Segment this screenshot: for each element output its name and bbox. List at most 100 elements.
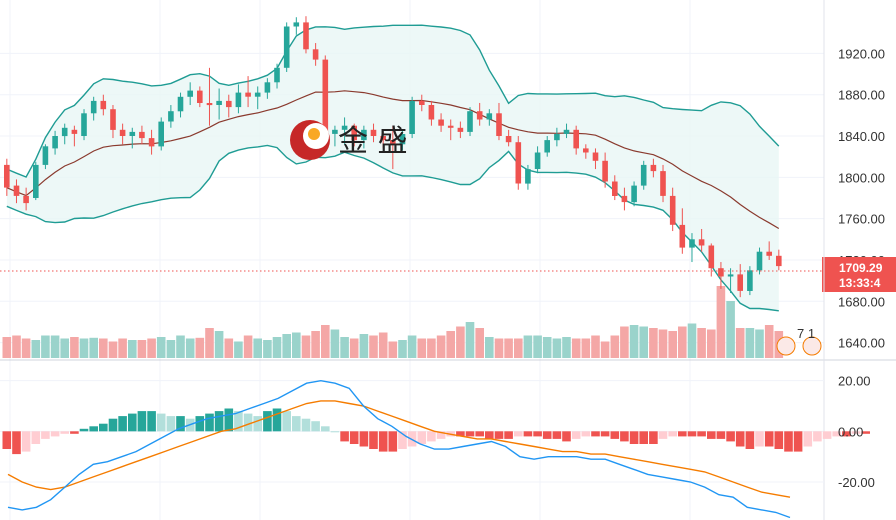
volume-bar <box>166 340 176 358</box>
macd-histogram-bar <box>224 408 234 432</box>
macd-histogram-bar <box>359 431 369 447</box>
volume-bar <box>735 328 745 358</box>
macd-histogram-bar <box>205 413 214 432</box>
volume-bar <box>436 335 446 358</box>
price-tick-label: 1920.00 <box>838 46 885 61</box>
volume-bar <box>504 338 513 358</box>
macd-histogram-bar <box>301 418 311 432</box>
price-badge: 1709.29 13:33:4 <box>822 257 896 292</box>
volume-bar <box>128 340 137 358</box>
macd-histogram-bar <box>697 431 706 437</box>
volume-bar <box>108 341 118 358</box>
candle-body <box>621 195 628 203</box>
macd-histogram-bar <box>417 431 427 444</box>
price-axis: 1920.001880.001840.001800.001760.001720.… <box>838 46 885 350</box>
bollinger-upper-line <box>6 24 780 178</box>
volume-bar <box>398 340 407 358</box>
macd-histogram-bar <box>678 431 687 437</box>
macd-histogram-bar <box>195 416 205 432</box>
macd-histogram-bar <box>494 431 504 439</box>
macd-histogram-bar <box>137 411 147 432</box>
volume-bar <box>388 341 398 358</box>
macd-histogram-bar <box>649 431 658 444</box>
candle-body <box>216 100 222 105</box>
candle-body <box>71 129 78 134</box>
macd-histogram-bar <box>745 431 755 449</box>
volume-bar <box>552 338 562 358</box>
candle-body <box>399 134 406 145</box>
event-marker[interactable]: 7 1 <box>776 326 822 356</box>
volume-bar <box>253 338 262 358</box>
candle-body <box>312 49 319 60</box>
candle-body <box>245 92 251 97</box>
candle-body <box>612 181 618 196</box>
candle-body <box>332 129 338 134</box>
candle-body <box>293 22 300 27</box>
volume-bar <box>243 335 253 358</box>
brand-logo-dot-icon <box>308 128 320 140</box>
candle-body <box>747 270 753 291</box>
price-tick-label: 1880.00 <box>838 88 885 103</box>
macd-histogram-bar <box>89 426 98 432</box>
macd-histogram-bar <box>591 431 600 437</box>
macd-histogram-bar <box>321 426 330 432</box>
candle-body <box>419 100 425 105</box>
candle-body <box>226 100 232 108</box>
candle-body <box>322 59 329 134</box>
candle-body <box>61 127 68 137</box>
price-tick-label: 1760.00 <box>838 212 885 227</box>
volume-bar <box>89 337 98 359</box>
volume-bar <box>118 338 127 358</box>
candle-body <box>4 164 10 188</box>
volume-bar <box>446 331 455 358</box>
macd-histogram-bar <box>668 431 677 437</box>
macd-histogram-bar <box>514 431 523 437</box>
volume-bar <box>456 326 465 358</box>
candle-body <box>283 26 290 68</box>
candle-body <box>563 129 570 134</box>
volume-bar <box>60 338 69 358</box>
candle-body <box>168 111 174 122</box>
volume-bar <box>678 326 687 358</box>
us-flag-icon-2[interactable] <box>802 336 822 356</box>
volume-bar <box>99 338 108 358</box>
macd-histogram-bar <box>687 431 697 437</box>
macd-histogram-bar <box>234 411 243 432</box>
macd-histogram-bar <box>369 431 378 449</box>
volume-bar <box>707 329 716 358</box>
volume-bar <box>301 335 311 358</box>
signal-line <box>7 400 791 498</box>
macd-histogram-bar <box>533 431 542 437</box>
macd-tick-label: 20.00 <box>838 374 871 389</box>
us-flag-icon[interactable] <box>776 336 796 356</box>
candle-body <box>81 113 87 136</box>
macd-histogram-bar <box>349 431 359 444</box>
volume-bar <box>514 338 523 358</box>
volume-bar <box>272 337 282 358</box>
volume-bar <box>31 340 41 358</box>
macd-histogram-bar <box>243 413 253 432</box>
volume-bar <box>581 338 591 358</box>
volume-bar <box>50 335 60 358</box>
volume-bar <box>176 335 185 358</box>
bollinger-basis-line <box>6 90 780 230</box>
candle-body <box>42 146 49 165</box>
candle-body <box>274 67 280 83</box>
volume-bar <box>2 337 12 358</box>
candlesticks <box>4 16 782 298</box>
price-tick-label: 1640.00 <box>838 336 885 351</box>
candle-body <box>534 152 541 169</box>
volume-bar <box>156 337 166 358</box>
event-badge-text: 7 1 <box>797 326 815 341</box>
candle-body <box>766 251 772 256</box>
volume-bar <box>79 338 89 358</box>
candle-body <box>476 111 483 120</box>
volume-bar <box>755 329 764 358</box>
macd-histogram-bar <box>31 431 41 444</box>
volume-bar <box>321 325 330 358</box>
volume-bar <box>185 338 195 358</box>
candle-body <box>235 92 242 108</box>
candle-body <box>602 160 608 182</box>
macd-histogram-bar <box>851 431 861 434</box>
